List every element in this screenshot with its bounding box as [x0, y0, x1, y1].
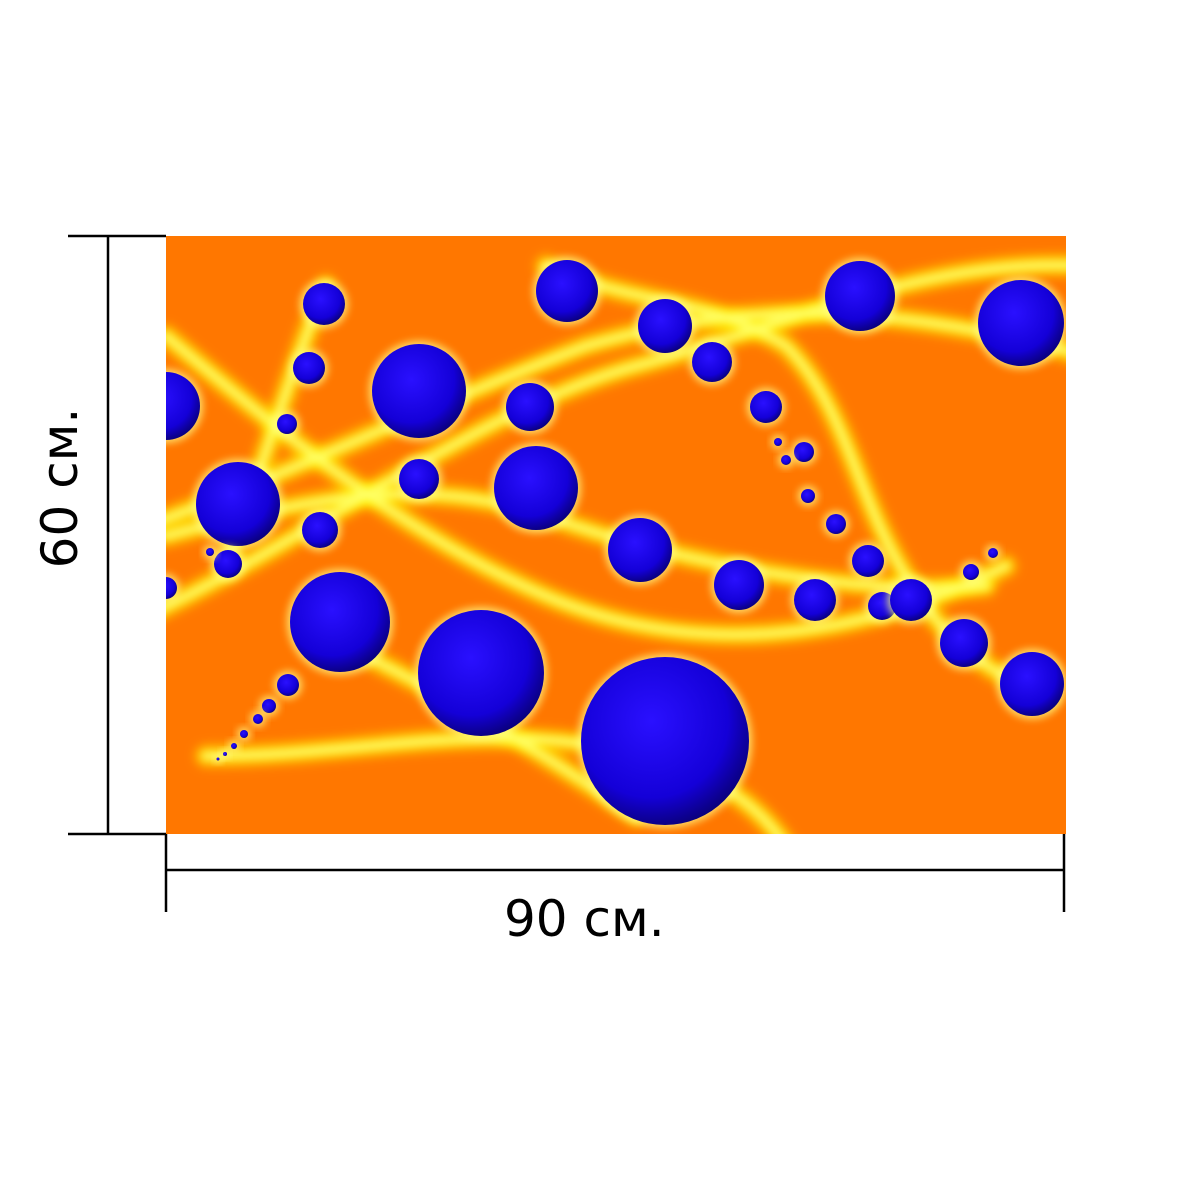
blue-sphere [801, 489, 815, 503]
blue-sphere [774, 438, 782, 446]
blue-spheres [166, 257, 1066, 828]
artwork-print [166, 236, 1066, 834]
blue-sphere [940, 619, 988, 667]
blue-sphere [988, 548, 998, 558]
blue-sphere [536, 260, 598, 322]
blue-sphere [302, 512, 338, 548]
height-label: 60 см. [31, 407, 89, 569]
blue-sphere [581, 657, 749, 825]
blue-sphere [852, 545, 884, 577]
blue-sphere [781, 455, 791, 465]
blue-sphere [253, 714, 263, 724]
blue-sphere [692, 342, 732, 382]
blue-sphere [963, 564, 979, 580]
blue-sphere [372, 344, 466, 438]
blue-sphere [231, 743, 237, 749]
blue-sphere [216, 757, 220, 761]
blue-sphere [290, 572, 390, 672]
blue-sphere [638, 299, 692, 353]
blue-sphere [214, 550, 242, 578]
blue-sphere [223, 752, 227, 756]
blue-sphere [825, 261, 895, 331]
width-label: 90 см. [504, 890, 665, 948]
blue-sphere [206, 548, 214, 556]
blue-sphere [166, 372, 200, 440]
artwork-canvas [166, 236, 1066, 834]
blue-sphere [794, 579, 836, 621]
blue-sphere [303, 283, 345, 325]
blue-sphere [714, 560, 764, 610]
blue-sphere [494, 446, 578, 530]
blue-sphere [608, 518, 672, 582]
blue-sphere [418, 610, 544, 736]
blue-sphere [978, 280, 1064, 366]
blue-sphere [293, 352, 325, 384]
blue-sphere [826, 514, 846, 534]
blue-sphere [196, 462, 280, 546]
blue-sphere [277, 674, 299, 696]
blue-sphere [1000, 652, 1064, 716]
blue-sphere [794, 442, 814, 462]
blue-sphere [166, 577, 177, 599]
blue-sphere [506, 383, 554, 431]
blue-sphere [277, 414, 297, 434]
blue-sphere [399, 459, 439, 499]
blue-sphere [240, 730, 248, 738]
blue-sphere [750, 391, 782, 423]
blue-sphere [262, 699, 276, 713]
blue-sphere [890, 579, 932, 621]
